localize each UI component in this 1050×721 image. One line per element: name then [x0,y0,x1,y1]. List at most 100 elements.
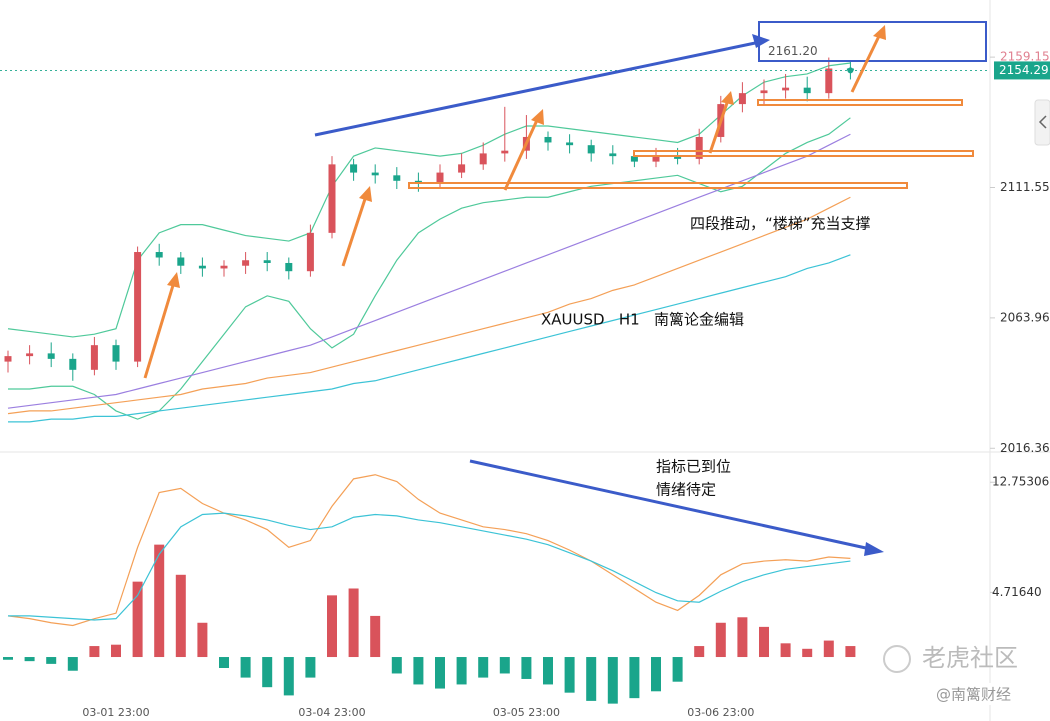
x-tick-label: 03-04 23:00 [298,706,365,719]
trend-line [469,459,876,552]
annotation: 四段推动，“楼梯”充当支撑 [690,215,871,233]
histogram-bar [823,640,834,658]
watermark: 老虎社区 [922,644,1018,672]
x-tick-label: 03-01 23:00 [82,706,149,719]
candle-body [825,68,833,94]
side-tab[interactable] [1034,99,1050,146]
candle-body [26,353,34,357]
candle-body [350,164,358,173]
candle-body [544,136,552,143]
indicator-line [7,196,851,415]
y-tick-label: 2016.36 [1000,441,1050,455]
candle-body [90,345,98,370]
candle-body [371,172,379,176]
histogram-bar [67,657,78,671]
candle-body [328,164,336,233]
histogram-bar [715,622,726,658]
indicator-line [8,254,851,423]
candle-body [479,153,487,165]
candle-body [760,90,768,94]
histogram-bar [651,657,661,692]
histogram-bar [564,657,575,693]
histogram-bar [111,644,121,658]
histogram-bar [391,657,402,674]
last-price-box [994,61,1050,80]
histogram-bar [586,657,597,701]
histogram-bar [305,657,316,678]
histogram-bar [175,574,186,658]
last-price-label: 2154.29 [999,63,1049,77]
candle-body [674,156,682,159]
arrow-head [873,25,886,40]
push-arrow [341,195,368,267]
candle-body [220,265,228,269]
annotation-shapes [143,21,987,556]
arrow-head [359,186,372,202]
indicator-line [8,512,851,621]
watermark-logo [883,645,911,673]
push-arrow [850,33,882,93]
indicator-line [7,62,851,338]
x-tick-label: 03-06 23:00 [687,706,754,719]
candle-body [803,87,811,94]
histogram-bar [132,581,143,658]
candle-body [198,265,206,269]
histogram-bar [240,657,251,678]
histogram-bar [737,617,748,658]
watermark-bg [930,683,1050,705]
candle-body [695,136,703,159]
arrow-head [721,91,734,105]
candle-body [112,345,120,362]
y-tick-label: 2159.15 [1000,50,1050,64]
histogram-bar [845,646,856,658]
plot: 2159.15 2111.55 2063.96 2016.36 03-01 23:00 0… [0,44,1050,719]
arrow-head [752,34,770,48]
y-tick-label: 4.71640 [992,585,1042,599]
histogram-bar [607,657,618,704]
histogram-bar [89,646,100,658]
histogram-bar [456,657,467,685]
candle-body [501,150,509,154]
push-arrow [503,117,540,191]
indicator-line [7,133,851,409]
trend-line [314,40,761,137]
support-zone [757,99,963,106]
annotation: 情绪待定 [656,481,716,499]
histogram-bar [370,615,381,658]
arrow-head [531,109,544,125]
highlight-box [758,21,987,62]
candle-body [263,260,271,263]
histogram-bar [197,622,208,658]
histogram-bar [759,626,769,658]
histogram-bar [327,595,337,658]
annotation: 指标已到位 [656,458,731,476]
histogram-bar [283,657,294,696]
histogram-bar [154,544,165,658]
x-tick-label: 03-05 23:00 [493,706,560,719]
candle-body [4,356,12,362]
histogram-bar [46,657,57,664]
push-arrow [708,99,730,154]
histogram-bar [672,657,683,682]
histogram-bar [521,657,532,679]
histogram-bar [780,643,791,658]
histogram-bar [543,657,553,685]
candle-body [155,252,163,258]
histogram-bar [262,657,273,688]
arrow-head [167,272,180,288]
y-tick-label: 2063.96 [1000,310,1050,324]
candle-body [285,262,293,272]
arrow-head [864,542,884,556]
y-tick-label: 2111.55 [1000,180,1050,194]
push-arrow [143,281,176,379]
histogram-bar [348,588,359,658]
last-price-dot [847,67,854,74]
chevron[interactable] [1038,115,1047,129]
candle-body [69,358,77,370]
indicator-line [7,474,851,627]
candle-body [782,87,790,91]
candle-body [436,172,444,184]
candle-body [630,156,638,162]
high-label: 2161.20 [768,44,818,58]
